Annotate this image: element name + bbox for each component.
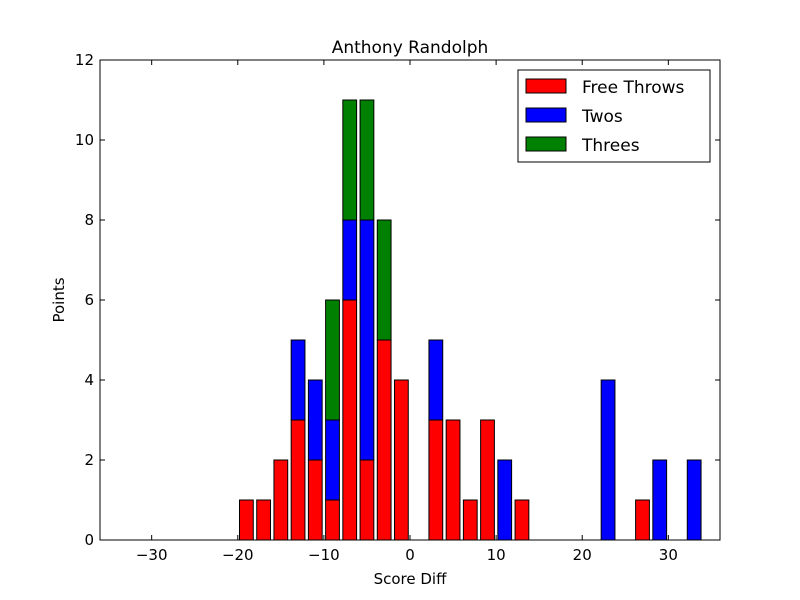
bar-threes [325,299,340,421]
bar-free-throws [394,379,409,541]
chart-title: Anthony Randolph [332,38,489,58]
bar-free-throws [428,419,444,541]
y-axis-label: Points [50,277,68,322]
x-tick-label: 30 [659,546,678,564]
plot-frame [99,59,721,541]
bars-layer [239,99,702,541]
x-tick-label: 10 [487,546,506,564]
bar-free-throws [273,459,289,541]
bar-twos [307,379,323,461]
legend-label-free-throws: Free Throws [582,78,685,98]
bar-free-throws [480,419,495,541]
y-tick-label: 2 [84,451,94,469]
y-tick-label: 6 [84,291,94,309]
legend-swatch-free-throws [525,78,567,94]
legend-swatch-threes [525,136,567,152]
x-tick-label: −20 [222,546,254,564]
y-tick-label: 10 [75,131,94,149]
legend-label-threes: Threes [581,136,640,156]
legend-label-twos: Twos [581,107,623,127]
bar-free-throws [325,499,340,541]
bar-free-throws [239,499,254,541]
y-tick-label: 4 [84,371,94,389]
bar-twos [290,339,306,421]
bar-free-throws [290,419,306,541]
bar-twos [497,459,513,541]
bar-free-throws [635,499,650,541]
y-tick-label: 12 [75,51,94,69]
bar-free-throws [342,299,358,541]
bar-twos [600,379,616,541]
x-tick-label: −10 [308,546,340,564]
bar-twos [342,219,358,301]
bar-free-throws [514,499,530,541]
y-tick-label: 0 [84,531,94,549]
bar-twos [686,459,702,541]
x-tick-label: −30 [136,546,168,564]
bar-threes [359,99,375,221]
y-tick-label: 8 [84,211,94,229]
bar-twos [325,419,340,501]
bar-free-throws [462,499,478,541]
bar-threes [342,99,358,221]
bar-free-throws [445,419,461,541]
bar-twos [428,339,444,421]
x-tick-label: 0 [405,546,415,564]
x-axis-label: Score Diff [374,570,447,588]
bar-free-throws [376,339,392,541]
legend: Free Throws Twos Threes [517,69,711,163]
bar-free-throws [256,499,272,541]
bar-threes [376,219,392,341]
x-tick-label: 20 [573,546,592,564]
legend-swatch-twos [525,107,567,123]
bar-free-throws [359,459,375,541]
bar-twos [652,459,668,541]
bar-free-throws [307,459,323,541]
ticks-layer: −30 −20 −10 0 10 20 30 0 2 4 6 8 10 12 [75,51,720,564]
bar-twos [359,219,375,461]
